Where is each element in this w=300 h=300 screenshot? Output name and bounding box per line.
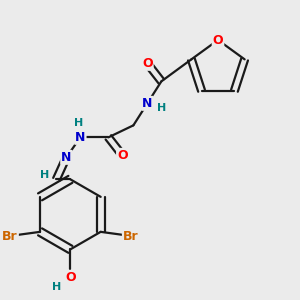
Text: O: O	[117, 149, 128, 162]
Text: H: H	[52, 282, 61, 292]
Text: H: H	[40, 170, 49, 180]
Text: Br: Br	[123, 230, 139, 243]
Text: N: N	[61, 151, 72, 164]
Text: H: H	[74, 118, 83, 128]
Text: H: H	[157, 103, 166, 113]
Text: O: O	[142, 57, 153, 70]
Text: O: O	[213, 34, 223, 46]
Text: Br: Br	[2, 230, 18, 243]
Text: N: N	[75, 131, 85, 144]
Text: O: O	[65, 271, 76, 284]
Text: N: N	[142, 97, 153, 110]
